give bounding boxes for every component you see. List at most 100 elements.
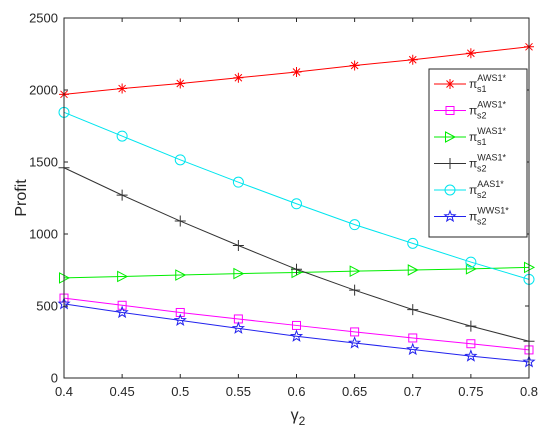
y-tick-label: 0: [51, 371, 58, 386]
y-axis-label: Profit: [13, 179, 30, 217]
y-tick-label: 1000: [29, 227, 58, 242]
legend-sub: s1: [477, 84, 487, 94]
data-point: [116, 130, 128, 142]
series-3: [58, 162, 535, 347]
data-point: [232, 240, 244, 252]
data-point: [116, 189, 128, 201]
legend-label: πWAS1* s2: [469, 153, 506, 174]
series-layer: [57, 41, 536, 368]
data-point: [349, 60, 360, 71]
data-point: [407, 304, 419, 316]
legend-sup: AWS1*: [477, 100, 506, 110]
legend-greek: π: [469, 157, 477, 171]
legend-sub: s1: [477, 137, 487, 147]
legend-sub: s2: [477, 190, 487, 200]
y-tick-label: 1500: [29, 155, 58, 170]
data-point: [175, 78, 186, 89]
data-point: [464, 349, 478, 362]
y-tick-label: 500: [36, 299, 58, 314]
legend-marker: [445, 106, 455, 115]
data-point: [407, 237, 419, 249]
legend-sub: s2: [477, 164, 487, 174]
data-point: [349, 219, 361, 231]
legend-label: πAWS1* s2: [469, 100, 506, 121]
x-axis-label-base: γ: [291, 407, 299, 424]
legend-marker: [443, 209, 457, 223]
data-point: [291, 263, 302, 275]
legend-entry: πAAS1* s2: [434, 179, 504, 200]
legend-box: [428, 68, 528, 238]
data-point: [289, 329, 304, 342]
data-point: [349, 265, 361, 277]
legend-sup: AAS1*: [477, 179, 504, 189]
legend-sup: AWS1*: [477, 73, 506, 83]
legend-entry: πAWS1* s1: [434, 73, 506, 94]
data-point: [233, 72, 244, 83]
x-tick-label: 0.4: [55, 384, 73, 399]
data-point: [407, 54, 418, 65]
legend-entry: πWWS1* s2: [434, 206, 509, 227]
data-point: [465, 48, 476, 59]
data-point: [291, 198, 302, 210]
data-point: [407, 264, 419, 276]
legend-label: πAWS1* s1: [469, 73, 506, 94]
data-point: [175, 269, 187, 281]
x-tick-label: 0.8: [520, 384, 538, 399]
data-point: [115, 305, 129, 319]
legend-sub: s2: [477, 217, 487, 227]
legend-entry: πWAS1* s1: [434, 126, 506, 147]
data-point: [173, 313, 187, 327]
data-point: [348, 336, 362, 349]
x-tick-label: 0.65: [342, 384, 367, 399]
x-tick-label: 0.7: [404, 384, 422, 399]
data-point: [117, 300, 127, 310]
data-point: [465, 256, 477, 268]
legend-greek: π: [469, 130, 477, 144]
x-axis-label-sub: 2: [299, 414, 306, 428]
data-point: [349, 284, 361, 296]
legend-greek: π: [469, 210, 477, 224]
legend-marker: [445, 131, 457, 143]
x-tick-label: 0.5: [171, 384, 189, 399]
data-point: [465, 263, 477, 275]
legend-entry: πAWS1* s2: [434, 100, 506, 121]
legend-marker: [444, 184, 456, 196]
legend-greek: π: [469, 183, 477, 197]
data-point: [174, 154, 186, 166]
legend-sup: WAS1*: [477, 126, 506, 136]
x-tick-label: 0.6: [287, 384, 305, 399]
data-point: [466, 339, 476, 349]
legend-entry: πWAS1* s2: [434, 153, 506, 174]
legend-label: πWAS1* s1: [469, 126, 506, 147]
data-point: [175, 307, 185, 317]
legend-marker: [444, 158, 456, 169]
y-tick-label: 2500: [29, 11, 58, 26]
legend-marker: [445, 79, 455, 89]
x-axis-label: γ2: [291, 407, 306, 428]
data-point: [232, 176, 244, 188]
legend-sub: s2: [477, 111, 487, 121]
data-point: [174, 215, 186, 227]
x-tick-label: 0.55: [226, 384, 251, 399]
legend-label: πWWS1* s2: [469, 206, 509, 227]
x-tick-label: 0.45: [109, 384, 134, 399]
legend-sup: WAS1*: [477, 153, 506, 163]
legend-greek: π: [469, 77, 477, 91]
legend-label: πAAS1* s2: [469, 179, 504, 200]
y-tick-label: 2000: [29, 83, 58, 98]
data-point: [465, 320, 477, 332]
data-point: [350, 327, 360, 337]
x-tick-label: 0.75: [458, 384, 483, 399]
data-point: [406, 342, 420, 356]
series-line: [63, 297, 530, 351]
legend-sup: WWS1*: [477, 206, 509, 216]
legend-greek: π: [469, 104, 477, 118]
data-point: [117, 83, 128, 94]
data-point: [231, 321, 245, 334]
data-point: [117, 270, 129, 283]
data-point: [233, 267, 245, 280]
series-line: [63, 303, 530, 363]
series-line: [63, 111, 530, 280]
